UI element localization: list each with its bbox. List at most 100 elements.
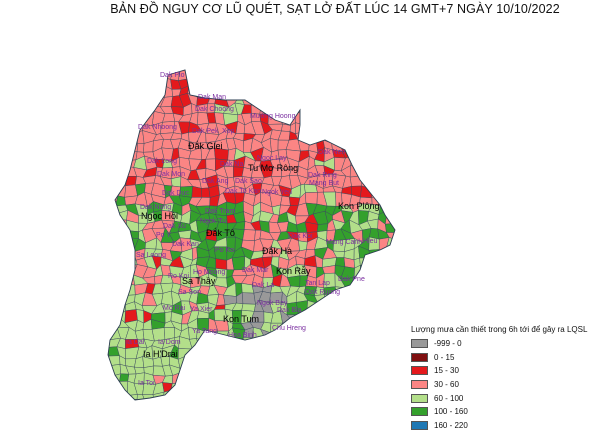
district-label: Tu Mơ Rông — [248, 163, 298, 173]
commune-cell — [359, 294, 374, 306]
commune-cell — [245, 57, 256, 68]
commune-cell — [286, 355, 300, 368]
commune-cell — [236, 402, 245, 412]
commune-cell — [108, 237, 121, 249]
commune-cell — [263, 336, 274, 351]
commune-cell — [331, 84, 346, 98]
commune-cell — [278, 364, 288, 378]
commune-cell — [399, 201, 409, 214]
commune-cell — [322, 113, 333, 126]
commune-cell — [108, 285, 113, 297]
commune-label: Ho Moong — [193, 269, 225, 276]
commune-cell — [143, 70, 157, 73]
commune-cell — [378, 293, 391, 306]
commune-cell — [251, 363, 263, 374]
commune-cell — [162, 401, 173, 414]
commune-label: Dak Plo — [160, 72, 185, 79]
commune-cell — [343, 331, 353, 342]
commune-cell — [241, 391, 256, 400]
commune-cell — [254, 57, 265, 66]
commune-cell — [269, 93, 282, 107]
commune-cell — [358, 335, 369, 347]
commune-label: Dak Mar — [242, 267, 269, 274]
commune-cell — [396, 85, 407, 95]
commune-cell — [352, 335, 362, 348]
commune-cell — [108, 129, 121, 142]
commune-cell — [279, 392, 292, 400]
commune-cell — [380, 114, 388, 126]
commune-cell — [270, 373, 284, 386]
commune-cell — [317, 86, 327, 99]
district-label: Sa Thầy — [182, 276, 216, 286]
commune-cell — [385, 373, 395, 387]
commune-cell — [136, 143, 145, 153]
commune-cell — [214, 399, 229, 400]
commune-cell — [161, 290, 174, 306]
commune-cell — [378, 390, 390, 400]
commune-cell — [394, 188, 395, 196]
commune-label: Dak Nhoong — [138, 124, 177, 131]
commune-cell — [108, 221, 111, 233]
commune-cell — [386, 58, 398, 69]
commune-cell — [108, 205, 118, 214]
commune-cell — [115, 398, 126, 400]
commune-label: Mo Rai — [163, 305, 186, 312]
commune-cell — [367, 93, 380, 105]
commune-cell — [254, 401, 263, 410]
commune-cell — [367, 313, 381, 324]
legend-swatch — [411, 380, 428, 390]
commune-cell — [313, 110, 325, 124]
commune-cell — [358, 101, 370, 118]
commune-label: Dak Na — [220, 161, 243, 168]
commune-cell — [162, 382, 173, 393]
commune-cell — [108, 299, 109, 314]
commune-cell — [144, 401, 157, 414]
commune-cell — [359, 311, 370, 324]
commune-label: Dak Ang — [202, 178, 229, 185]
commune-cell — [396, 320, 406, 332]
commune-cell — [108, 120, 111, 132]
commune-cell — [141, 93, 152, 106]
commune-cell — [108, 228, 121, 241]
commune-cell — [108, 75, 121, 89]
commune-cell — [386, 266, 395, 275]
commune-cell — [330, 70, 346, 81]
commune-cell — [242, 229, 256, 241]
commune-cell — [358, 116, 373, 126]
commune-cell — [393, 354, 395, 367]
commune-cell — [390, 339, 395, 352]
commune-cell — [378, 357, 389, 369]
commune-cell — [191, 186, 203, 198]
commune-cell — [119, 70, 129, 80]
commune-cell — [280, 70, 289, 71]
commune-cell — [362, 399, 371, 400]
commune-cell — [259, 365, 273, 375]
commune-cell — [135, 93, 149, 106]
commune-cell — [368, 274, 382, 286]
commune-cell — [178, 395, 191, 400]
commune-cell — [359, 300, 374, 315]
commune-cell — [305, 327, 319, 337]
commune-cell — [359, 365, 370, 379]
commune-cell — [241, 381, 254, 395]
commune-cell — [325, 353, 337, 369]
commune-cell — [376, 336, 392, 347]
commune-cell — [306, 312, 316, 322]
commune-cell — [323, 70, 334, 72]
commune-cell — [354, 131, 363, 140]
commune-cell — [397, 273, 408, 287]
commune-cell — [109, 112, 121, 127]
commune-cell — [385, 222, 395, 233]
commune-cell — [109, 70, 121, 81]
commune-cell — [269, 402, 282, 409]
commune-cell — [116, 228, 128, 241]
commune-cell — [192, 58, 202, 69]
commune-cell — [126, 84, 137, 97]
commune-cell — [297, 384, 308, 395]
commune-cell — [341, 356, 354, 365]
commune-cell — [196, 70, 208, 77]
commune-cell — [285, 88, 300, 100]
commune-cell — [297, 392, 310, 400]
commune-cell — [197, 375, 207, 386]
commune-cell — [269, 88, 282, 97]
